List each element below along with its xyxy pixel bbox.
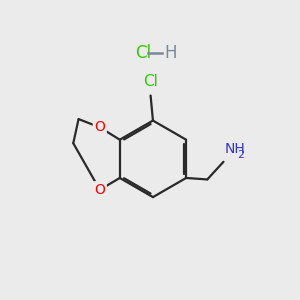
Text: Cl: Cl xyxy=(135,44,152,62)
Text: Cl: Cl xyxy=(143,74,158,89)
Text: O: O xyxy=(94,120,105,134)
Text: O: O xyxy=(94,183,105,197)
Text: 2: 2 xyxy=(237,150,244,160)
Text: NH: NH xyxy=(225,142,246,157)
Text: H: H xyxy=(164,44,177,62)
